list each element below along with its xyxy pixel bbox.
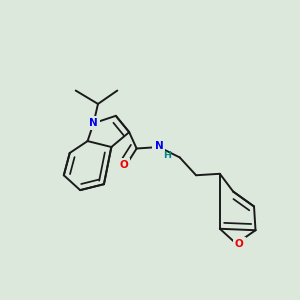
Text: N: N: [89, 118, 98, 128]
Text: N: N: [154, 140, 163, 151]
Text: O: O: [235, 238, 244, 249]
Text: H: H: [163, 151, 171, 160]
Text: O: O: [119, 160, 128, 170]
